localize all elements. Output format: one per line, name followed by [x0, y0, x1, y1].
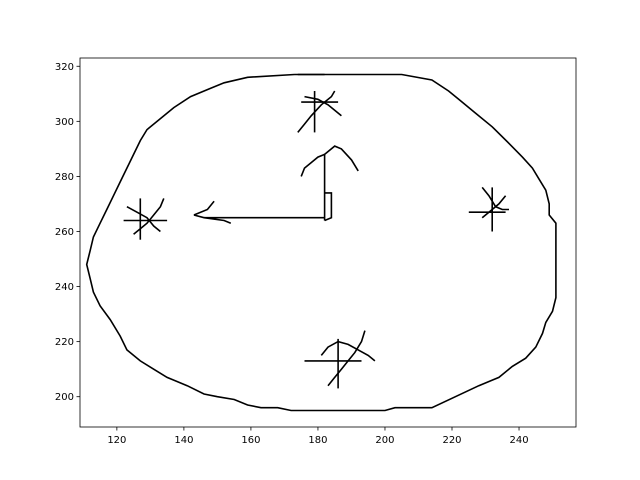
stroke-hour-hand-tip	[193, 200, 215, 216]
axes-frame	[79, 57, 577, 428]
x-tick-label: 180	[308, 435, 327, 446]
stroke-hour-hand-tail	[203, 216, 232, 224]
stroke-clock-outline	[85, 73, 557, 412]
x-tick-label: 240	[509, 435, 528, 446]
y-tick-label: 260	[55, 227, 74, 238]
stroke-minute-hand-left	[300, 153, 325, 177]
y-tick-label: 220	[55, 337, 74, 348]
stroke-minute-hand	[323, 145, 359, 221]
y-tick-label: 280	[55, 172, 74, 183]
stroke-mark-9-diag-b	[126, 205, 161, 233]
y-axis: 200 220 240 260 280 300 320	[55, 62, 80, 403]
x-tick-label: 220	[442, 435, 461, 446]
stroke-mark-3-diag-b	[481, 195, 507, 219]
y-tick-label: 300	[55, 117, 74, 128]
stroke-hour-hand	[193, 214, 325, 219]
x-tick-label: 120	[107, 435, 126, 446]
y-tick-label: 200	[55, 392, 74, 403]
y-tick-label: 320	[55, 62, 74, 73]
stroke-mark-12-diag-a	[297, 90, 336, 133]
stroke-mark-12-diag-b	[304, 95, 342, 117]
y-tick-label: 240	[55, 282, 74, 293]
plot-content	[85, 73, 557, 412]
x-tick-label: 140	[174, 435, 193, 446]
stroke-hand-center-stem	[324, 192, 333, 222]
x-tick-label: 160	[241, 435, 260, 446]
stroke-mark-9-diag-a	[133, 198, 165, 235]
x-tick-label: 200	[375, 435, 394, 446]
stroke-mark-6-diag-a	[327, 330, 366, 387]
x-axis: 120 140 160 180 200 220 240	[107, 427, 529, 446]
stroke-mark-6-diag-b	[320, 340, 376, 362]
